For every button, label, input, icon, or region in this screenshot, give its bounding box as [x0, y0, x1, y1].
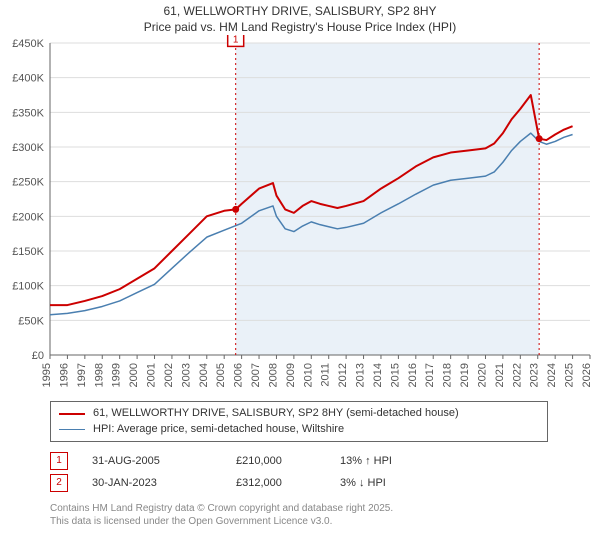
- svg-text:2020: 2020: [476, 363, 488, 387]
- svg-text:2008: 2008: [267, 363, 279, 387]
- svg-text:2014: 2014: [372, 363, 384, 387]
- svg-text:2000: 2000: [128, 363, 140, 387]
- sale-delta-1: 13% ↑ HPI: [340, 455, 430, 467]
- footer-attribution: Contains HM Land Registry data © Crown c…: [50, 502, 600, 528]
- svg-text:£100K: £100K: [12, 281, 44, 293]
- svg-text:1995: 1995: [41, 363, 53, 387]
- legend-label-hpi: HPI: Average price, semi-detached house,…: [93, 422, 344, 437]
- svg-text:2026: 2026: [581, 363, 593, 387]
- svg-text:2002: 2002: [163, 363, 175, 387]
- svg-text:£450K: £450K: [12, 38, 44, 50]
- svg-text:2005: 2005: [215, 363, 227, 387]
- sale-marker-2: 2: [50, 474, 68, 492]
- svg-text:2010: 2010: [302, 363, 314, 387]
- svg-text:1998: 1998: [93, 363, 105, 387]
- svg-text:£350K: £350K: [12, 108, 44, 120]
- svg-text:£300K: £300K: [12, 142, 44, 154]
- svg-text:2006: 2006: [233, 363, 245, 387]
- legend-swatch-hpi: [59, 429, 85, 430]
- svg-text:1997: 1997: [76, 363, 88, 387]
- svg-text:1999: 1999: [111, 363, 123, 387]
- legend-item-hpi: HPI: Average price, semi-detached house,…: [59, 422, 539, 437]
- svg-text:2022: 2022: [511, 363, 523, 387]
- sale-delta-2: 3% ↓ HPI: [340, 477, 430, 489]
- title-line-1: 61, WELLWORTHY DRIVE, SALISBURY, SP2 8HY: [0, 4, 600, 20]
- svg-text:2016: 2016: [407, 363, 419, 387]
- footer-line-2: This data is licensed under the Open Gov…: [50, 515, 600, 528]
- svg-text:£200K: £200K: [12, 212, 44, 224]
- legend-swatch-property: [59, 413, 85, 415]
- legend-label-property: 61, WELLWORTHY DRIVE, SALISBURY, SP2 8HY…: [93, 406, 459, 421]
- chart-title: 61, WELLWORTHY DRIVE, SALISBURY, SP2 8HY…: [0, 0, 600, 35]
- svg-text:2013: 2013: [355, 363, 367, 387]
- sale-marker-1: 1: [50, 452, 68, 470]
- svg-text:2009: 2009: [285, 363, 297, 387]
- sale-row-2: 2 30-JAN-2023 £312,000 3% ↓ HPI: [50, 472, 600, 494]
- svg-text:2025: 2025: [564, 363, 576, 387]
- sales-table: 1 31-AUG-2005 £210,000 13% ↑ HPI 2 30-JA…: [50, 450, 600, 494]
- svg-text:2018: 2018: [442, 363, 454, 387]
- title-line-2: Price paid vs. HM Land Registry's House …: [0, 20, 600, 36]
- chart-container: £0 £50K £100K £150K £200K £250K £300K £350K £400…: [0, 35, 600, 395]
- svg-text:2012: 2012: [337, 363, 349, 387]
- sale-date-2: 30-JAN-2023: [92, 477, 212, 489]
- svg-text:£150K: £150K: [12, 246, 44, 258]
- price-chart: £0 £50K £100K £150K £200K £250K £300K £350K £400…: [0, 35, 600, 395]
- svg-text:2007: 2007: [250, 363, 262, 387]
- svg-text:2024: 2024: [546, 363, 558, 387]
- svg-text:2017: 2017: [424, 363, 436, 387]
- svg-text:2023: 2023: [529, 363, 541, 387]
- svg-text:£50K: £50K: [18, 316, 44, 328]
- sale-price-2: £312,000: [236, 477, 316, 489]
- sale-date-1: 31-AUG-2005: [92, 455, 212, 467]
- legend: 61, WELLWORTHY DRIVE, SALISBURY, SP2 8HY…: [50, 401, 548, 442]
- svg-text:2011: 2011: [320, 363, 332, 387]
- sale-price-1: £210,000: [236, 455, 316, 467]
- svg-text:£0: £0: [32, 350, 44, 362]
- svg-text:2004: 2004: [198, 363, 210, 387]
- svg-text:£400K: £400K: [12, 73, 44, 85]
- svg-text:1996: 1996: [58, 363, 70, 387]
- svg-text:2015: 2015: [389, 363, 401, 387]
- svg-text:2019: 2019: [459, 363, 471, 387]
- svg-text:2003: 2003: [180, 363, 192, 387]
- sale-row-1: 1 31-AUG-2005 £210,000 13% ↑ HPI: [50, 450, 600, 472]
- footer-line-1: Contains HM Land Registry data © Crown c…: [50, 502, 600, 515]
- svg-text:£250K: £250K: [12, 177, 44, 189]
- svg-text:2001: 2001: [146, 363, 158, 387]
- legend-item-property: 61, WELLWORTHY DRIVE, SALISBURY, SP2 8HY…: [59, 406, 539, 421]
- svg-text:2021: 2021: [494, 363, 506, 387]
- svg-text:1: 1: [233, 35, 239, 45]
